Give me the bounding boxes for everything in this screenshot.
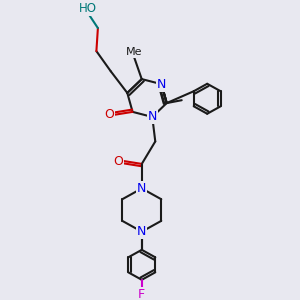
Text: N: N bbox=[137, 182, 146, 195]
Text: O: O bbox=[113, 154, 123, 167]
Text: O: O bbox=[113, 154, 123, 167]
Text: Me: Me bbox=[126, 47, 142, 57]
Text: O: O bbox=[104, 108, 114, 121]
Text: F: F bbox=[138, 288, 145, 300]
Text: N: N bbox=[148, 110, 157, 123]
Text: N: N bbox=[137, 225, 146, 238]
Text: O: O bbox=[104, 108, 114, 121]
Text: N: N bbox=[157, 78, 166, 91]
Text: Me: Me bbox=[126, 47, 142, 57]
Text: HO: HO bbox=[78, 2, 96, 15]
Text: HO: HO bbox=[78, 2, 96, 15]
Text: F: F bbox=[138, 288, 145, 300]
